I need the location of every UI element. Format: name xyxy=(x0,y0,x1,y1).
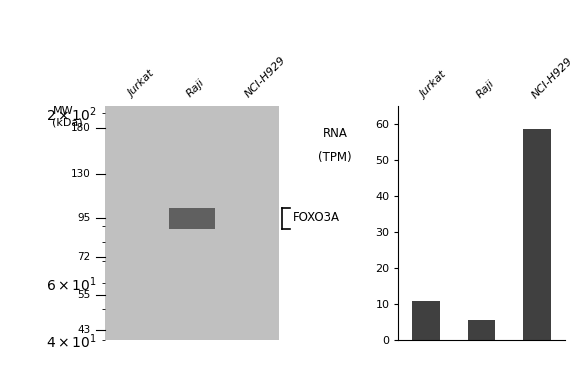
Text: (TPM): (TPM) xyxy=(318,151,352,164)
Text: 72: 72 xyxy=(77,252,90,262)
Text: Raji: Raji xyxy=(474,79,496,101)
Text: FOXO3A: FOXO3A xyxy=(293,211,339,225)
Text: 55: 55 xyxy=(77,290,90,300)
Text: MW
(kDa): MW (kDa) xyxy=(52,106,83,127)
Text: 43: 43 xyxy=(77,325,90,335)
Text: NCI-H929: NCI-H929 xyxy=(530,56,574,101)
Bar xyxy=(467,321,495,340)
Text: Jurkat: Jurkat xyxy=(127,69,157,99)
Bar xyxy=(169,208,215,229)
Bar xyxy=(523,129,551,340)
Text: Jurkat: Jurkat xyxy=(419,70,449,101)
Bar xyxy=(412,301,440,340)
Text: Raji: Raji xyxy=(185,77,207,99)
Text: 180: 180 xyxy=(70,122,90,133)
Text: 130: 130 xyxy=(70,169,90,179)
Text: RNA: RNA xyxy=(323,127,347,141)
Text: 95: 95 xyxy=(77,213,90,223)
Text: NCI-H929: NCI-H929 xyxy=(243,55,288,99)
